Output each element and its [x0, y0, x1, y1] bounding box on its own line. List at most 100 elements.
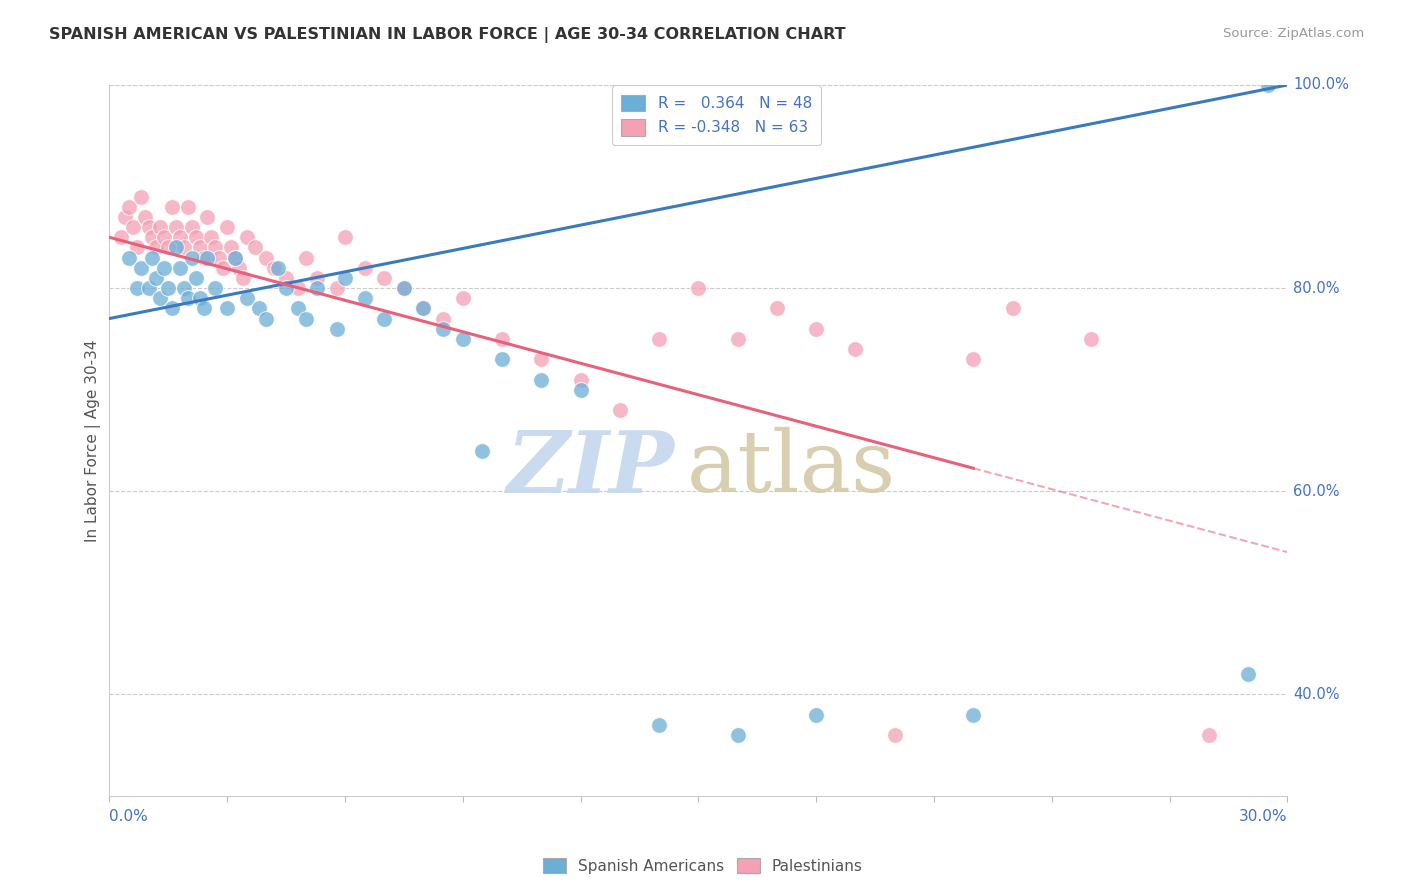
Point — [353, 291, 375, 305]
Point — [197, 251, 219, 265]
Point — [188, 240, 211, 254]
Text: 0.0%: 0.0% — [110, 809, 148, 824]
Point — [165, 240, 187, 254]
Point — [648, 332, 671, 346]
Point — [451, 332, 474, 346]
Point — [129, 189, 152, 203]
Point — [962, 707, 984, 722]
Point — [569, 383, 592, 397]
Point — [193, 251, 215, 265]
Point — [274, 271, 297, 285]
Point — [153, 230, 176, 244]
Point — [125, 281, 148, 295]
Point — [160, 301, 183, 316]
Point — [232, 271, 254, 285]
Point — [224, 251, 246, 265]
Point — [180, 251, 202, 265]
Point — [188, 291, 211, 305]
Point — [1198, 728, 1220, 742]
Point — [267, 260, 290, 275]
Point — [149, 291, 172, 305]
Point — [204, 281, 226, 295]
Point — [125, 240, 148, 254]
Point — [110, 230, 132, 244]
Point — [217, 301, 239, 316]
Point — [392, 281, 415, 295]
Point — [118, 251, 141, 265]
Point — [727, 332, 749, 346]
Text: SPANISH AMERICAN VS PALESTINIAN IN LABOR FORCE | AGE 30-34 CORRELATION CHART: SPANISH AMERICAN VS PALESTINIAN IN LABOR… — [49, 27, 846, 43]
Point — [200, 230, 222, 244]
Point — [219, 240, 242, 254]
Point — [471, 443, 494, 458]
Text: ZIP: ZIP — [508, 427, 675, 510]
Point — [962, 352, 984, 367]
Point — [141, 230, 163, 244]
Point — [114, 210, 136, 224]
Point — [184, 230, 207, 244]
Point — [274, 281, 297, 295]
Point — [1001, 301, 1024, 316]
Point — [287, 281, 309, 295]
Point — [165, 220, 187, 235]
Point — [212, 260, 235, 275]
Point — [333, 271, 356, 285]
Point — [138, 220, 160, 235]
Point — [1237, 667, 1260, 681]
Point — [806, 322, 828, 336]
Text: 80.0%: 80.0% — [1294, 281, 1340, 295]
Point — [177, 291, 200, 305]
Point — [169, 260, 191, 275]
Point — [412, 301, 434, 316]
Point — [121, 220, 143, 235]
Point — [235, 230, 257, 244]
Point — [648, 718, 671, 732]
Point — [530, 372, 553, 386]
Point — [235, 291, 257, 305]
Point — [688, 281, 710, 295]
Point — [247, 301, 270, 316]
Point — [263, 260, 285, 275]
Point — [569, 372, 592, 386]
Point — [157, 281, 180, 295]
Point — [228, 260, 250, 275]
Point — [160, 200, 183, 214]
Point — [243, 240, 266, 254]
Point — [169, 230, 191, 244]
Point — [333, 230, 356, 244]
Point — [180, 220, 202, 235]
Point — [145, 271, 167, 285]
Point — [129, 260, 152, 275]
Point — [491, 352, 513, 367]
Point — [451, 291, 474, 305]
Point — [193, 301, 215, 316]
Point — [307, 281, 329, 295]
Point — [883, 728, 905, 742]
Point — [326, 322, 349, 336]
Point — [307, 271, 329, 285]
Point — [1257, 78, 1279, 92]
Point — [145, 240, 167, 254]
Point — [353, 260, 375, 275]
Point — [1080, 332, 1102, 346]
Point — [197, 210, 219, 224]
Y-axis label: In Labor Force | Age 30-34: In Labor Force | Age 30-34 — [86, 339, 101, 541]
Point — [254, 311, 277, 326]
Point — [844, 342, 866, 356]
Point — [204, 240, 226, 254]
Legend: Spanish Americans, Palestinians: Spanish Americans, Palestinians — [537, 852, 869, 880]
Point — [153, 260, 176, 275]
Text: Source: ZipAtlas.com: Source: ZipAtlas.com — [1223, 27, 1364, 40]
Legend: R =   0.364   N = 48, R = -0.348   N = 63: R = 0.364 N = 48, R = -0.348 N = 63 — [612, 86, 821, 145]
Point — [806, 707, 828, 722]
Point — [373, 311, 395, 326]
Point — [326, 281, 349, 295]
Text: 100.0%: 100.0% — [1294, 78, 1350, 93]
Point — [294, 311, 316, 326]
Point — [287, 301, 309, 316]
Point — [609, 403, 631, 417]
Point — [254, 251, 277, 265]
Point — [766, 301, 789, 316]
Point — [530, 352, 553, 367]
Point — [118, 200, 141, 214]
